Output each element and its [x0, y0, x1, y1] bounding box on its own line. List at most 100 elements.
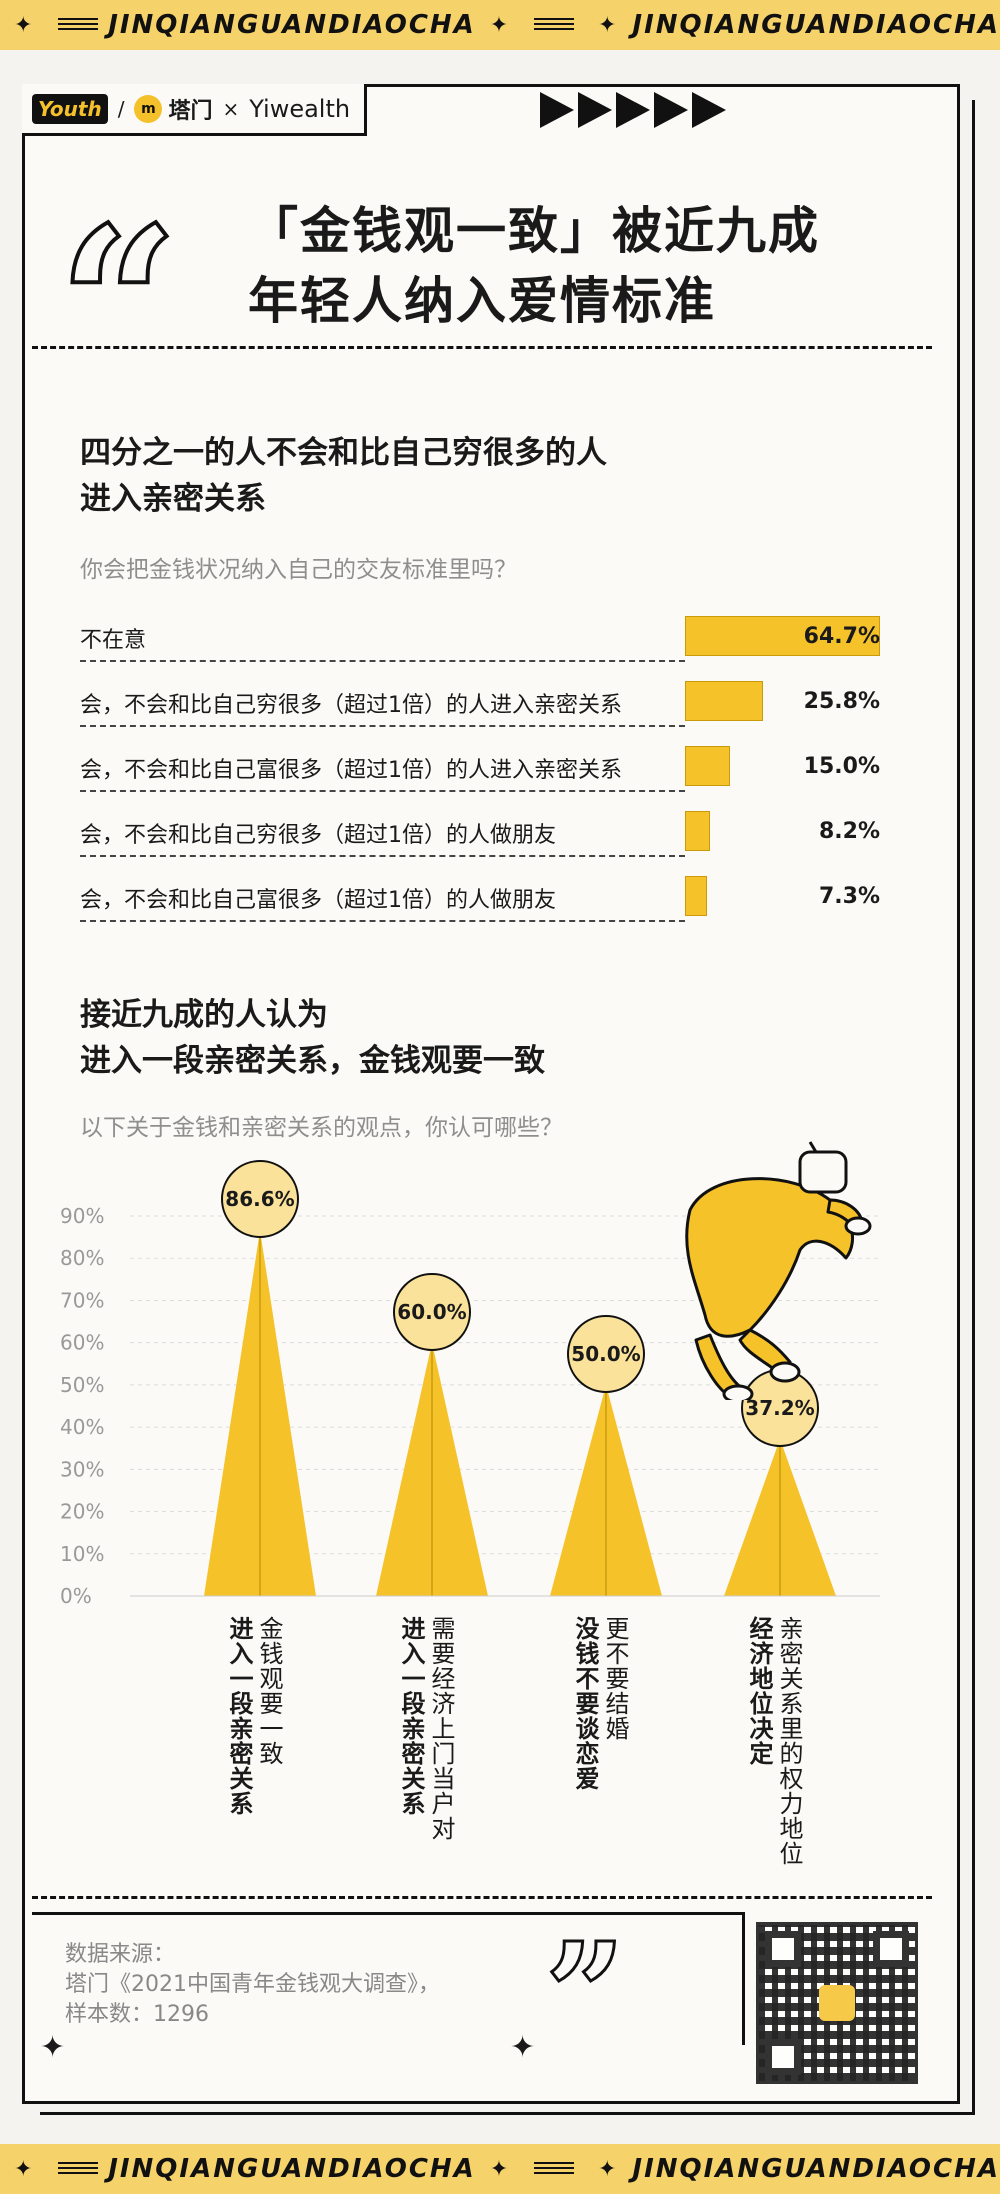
tamen-mark-icon: m: [134, 94, 163, 123]
arrow-icon: [654, 92, 688, 128]
y-tick-label: 70%: [60, 1288, 104, 1312]
section1-title-line-2: 进入亲密关系: [80, 481, 266, 517]
arrow-icon: [540, 92, 574, 128]
chart-category-label: 金钱观要一致 进入一段亲密关系: [224, 1616, 284, 1896]
chart-value-label: 15.0%: [803, 754, 880, 779]
chart-category-label: 需要经济上门当户对 进入一段亲密关系: [396, 1616, 456, 1896]
y-tick-label: 10%: [60, 1542, 104, 1566]
chart-value-bubble: 86.6%: [221, 1160, 299, 1239]
y-tick-label: 40%: [60, 1415, 104, 1439]
category-label-normal: 金钱观要一致: [255, 1616, 283, 1766]
divider-slash: /: [117, 96, 125, 121]
sparkle-icon: ✦: [489, 12, 511, 38]
row-dashed-line: [80, 725, 685, 727]
chart-value-label: 7.3%: [818, 884, 880, 909]
row-dashed-line: [80, 855, 685, 857]
stripes-decoration: [58, 2162, 99, 2176]
jumping-person-illustration: [685, 1141, 872, 1400]
chart-category-label: 更不要结婚 没钱不要谈恋爱: [570, 1616, 630, 1896]
sample-size: 样本数：1296: [65, 2002, 209, 2027]
section1-title: 四分之一的人不会和比自己穷很多的人 进入亲密关系: [80, 430, 607, 522]
chart-row: 不在意 64.7%: [80, 616, 880, 662]
chart-row: 会，不会和比自己富很多（超过1倍）的人做朋友 7.3%: [80, 876, 880, 922]
chart-bar: [685, 746, 731, 786]
source-text: 塔门《2021中国青年金钱观大调查》，: [65, 1972, 440, 1997]
arrow-icon: [578, 92, 612, 128]
tamen-logo: m 塔门: [134, 93, 212, 125]
divider: [32, 346, 932, 349]
row-dashed-line: [80, 790, 685, 792]
chart-category-label: 亲密关系里的权力地位 经济地位决定: [744, 1616, 804, 1896]
sparkle-icon: ✦: [510, 2030, 536, 2065]
section2-title-line-2: 进入一段亲密关系，金钱观要一致: [80, 1043, 545, 1079]
footer-box: [32, 1912, 745, 2045]
banner-text-left: JINQIANGUANDIAOCHA: [108, 2154, 476, 2184]
bottom-banner: ✦ JINQIANGUANDIAOCHA ✦ ✦ JINQIANGUANDIAO…: [0, 2144, 1000, 2194]
infographic-card: [22, 84, 960, 2104]
chart-value-bubble: 50.0%: [567, 1314, 645, 1393]
row-dashed-line: [80, 660, 685, 662]
chart-row: 会，不会和比自己富很多（超过1倍）的人进入亲密关系 15.0%: [80, 746, 880, 792]
card-shadow: [40, 100, 975, 2115]
y-tick-label: 50%: [60, 1373, 104, 1397]
chart-category-label: 会，不会和比自己穷很多（超过1倍）的人做朋友: [80, 823, 556, 848]
quote-mark-icon: “: [56, 181, 181, 428]
y-tick-label: 0%: [60, 1584, 92, 1608]
vertical-triangle-chart: 0% 10% 20% 30% 40% 50% 60% 70% 80% 90%: [60, 1204, 880, 1608]
chart-value-label: 64.7%: [803, 624, 880, 649]
sparkle-icon: ✦: [14, 2156, 35, 2182]
times-sign: ×: [222, 96, 240, 121]
category-label-bold: 经济地位决定: [745, 1616, 773, 1766]
y-tick-label: 90%: [60, 1204, 104, 1228]
y-tick-label: 30%: [60, 1457, 104, 1481]
chart-category-label: 会，不会和比自己富很多（超过1倍）的人进入亲密关系: [80, 758, 622, 783]
stripes-decoration: [58, 18, 99, 32]
chart-bar: [685, 811, 710, 851]
section2-question: 以下关于金钱和亲密关系的观点，你认可哪些？: [80, 1115, 563, 1141]
footer-divider: [32, 1896, 932, 1899]
brand-logos: Youth / m 塔门 × Yiwealth: [22, 84, 367, 136]
category-label-normal: 亲密关系里的权力地位: [775, 1616, 803, 1866]
category-label-bold: 进入一段亲密关系: [225, 1616, 253, 1816]
chart-category-label: 会，不会和比自己穷很多（超过1倍）的人进入亲密关系: [80, 693, 622, 718]
quote-mark-icon: ”: [544, 1913, 628, 2077]
stripes-decoration: [534, 2162, 574, 2176]
sparkle-icon: ✦: [489, 2156, 511, 2182]
chart-value-bubble: 60.0%: [393, 1272, 471, 1351]
section2-title: 接近九成的人认为 进入一段亲密关系，金钱观要一致: [80, 992, 545, 1084]
title-line-1: 「金钱观一致」被近九成: [248, 202, 820, 260]
category-label-normal: 需要经济上门当户对: [427, 1616, 455, 1841]
chart-category-label: 不在意: [80, 628, 147, 653]
row-dashed-line: [80, 920, 685, 922]
y-tick-label: 60%: [60, 1331, 104, 1355]
chart-row: 会，不会和比自己穷很多（超过1倍）的人进入亲密关系 25.8%: [80, 681, 880, 727]
banner-text-right: JINQIANGUANDIAOCHA: [632, 2154, 1000, 2184]
chart-value-label: 25.8%: [803, 689, 880, 714]
chart-value-label: 8.2%: [818, 819, 880, 844]
chart-bar: [685, 876, 707, 916]
qr-corner: [765, 2039, 801, 2075]
qr-corner: [765, 1931, 801, 1967]
category-label-normal: 更不要结婚: [601, 1616, 629, 1741]
arrow-icon: [692, 92, 726, 128]
y-tick-label: 20%: [60, 1500, 104, 1524]
qr-code[interactable]: [756, 1922, 918, 2084]
qr-logo-icon: [819, 1985, 855, 2021]
category-label-bold: 进入一段亲密关系: [397, 1616, 425, 1816]
chart-bar: [685, 616, 880, 656]
sparkle-icon: ✦: [14, 12, 35, 38]
chart-category-label: 会，不会和比自己富很多（超过1倍）的人做朋友: [80, 888, 556, 913]
title-line-2: 年轻人纳入爱情标准: [248, 272, 716, 330]
source-label: 数据来源：: [65, 1942, 176, 1967]
sparkle-icon: ✦: [597, 2156, 619, 2182]
tamen-logo-text: 塔门: [168, 98, 213, 124]
stripes-decoration: [534, 18, 574, 32]
chart-bar: [685, 681, 763, 721]
section1-question: 你会把金钱状况纳入自己的交友标准里吗？: [80, 557, 517, 583]
banner-text-right: JINQIANGUANDIAOCHA: [632, 10, 1000, 40]
top-banner: ✦ JINQIANGUANDIAOCHA ✦ ✦ JINQIANGUANDIAO…: [0, 0, 1000, 50]
arrow-icon: [616, 92, 650, 128]
qr-corner: [873, 1931, 909, 1967]
data-source: 数据来源： 塔门《2021中国青年金钱观大调查》， 样本数：1296: [65, 1940, 440, 2030]
arrow-decoration: [540, 92, 726, 128]
